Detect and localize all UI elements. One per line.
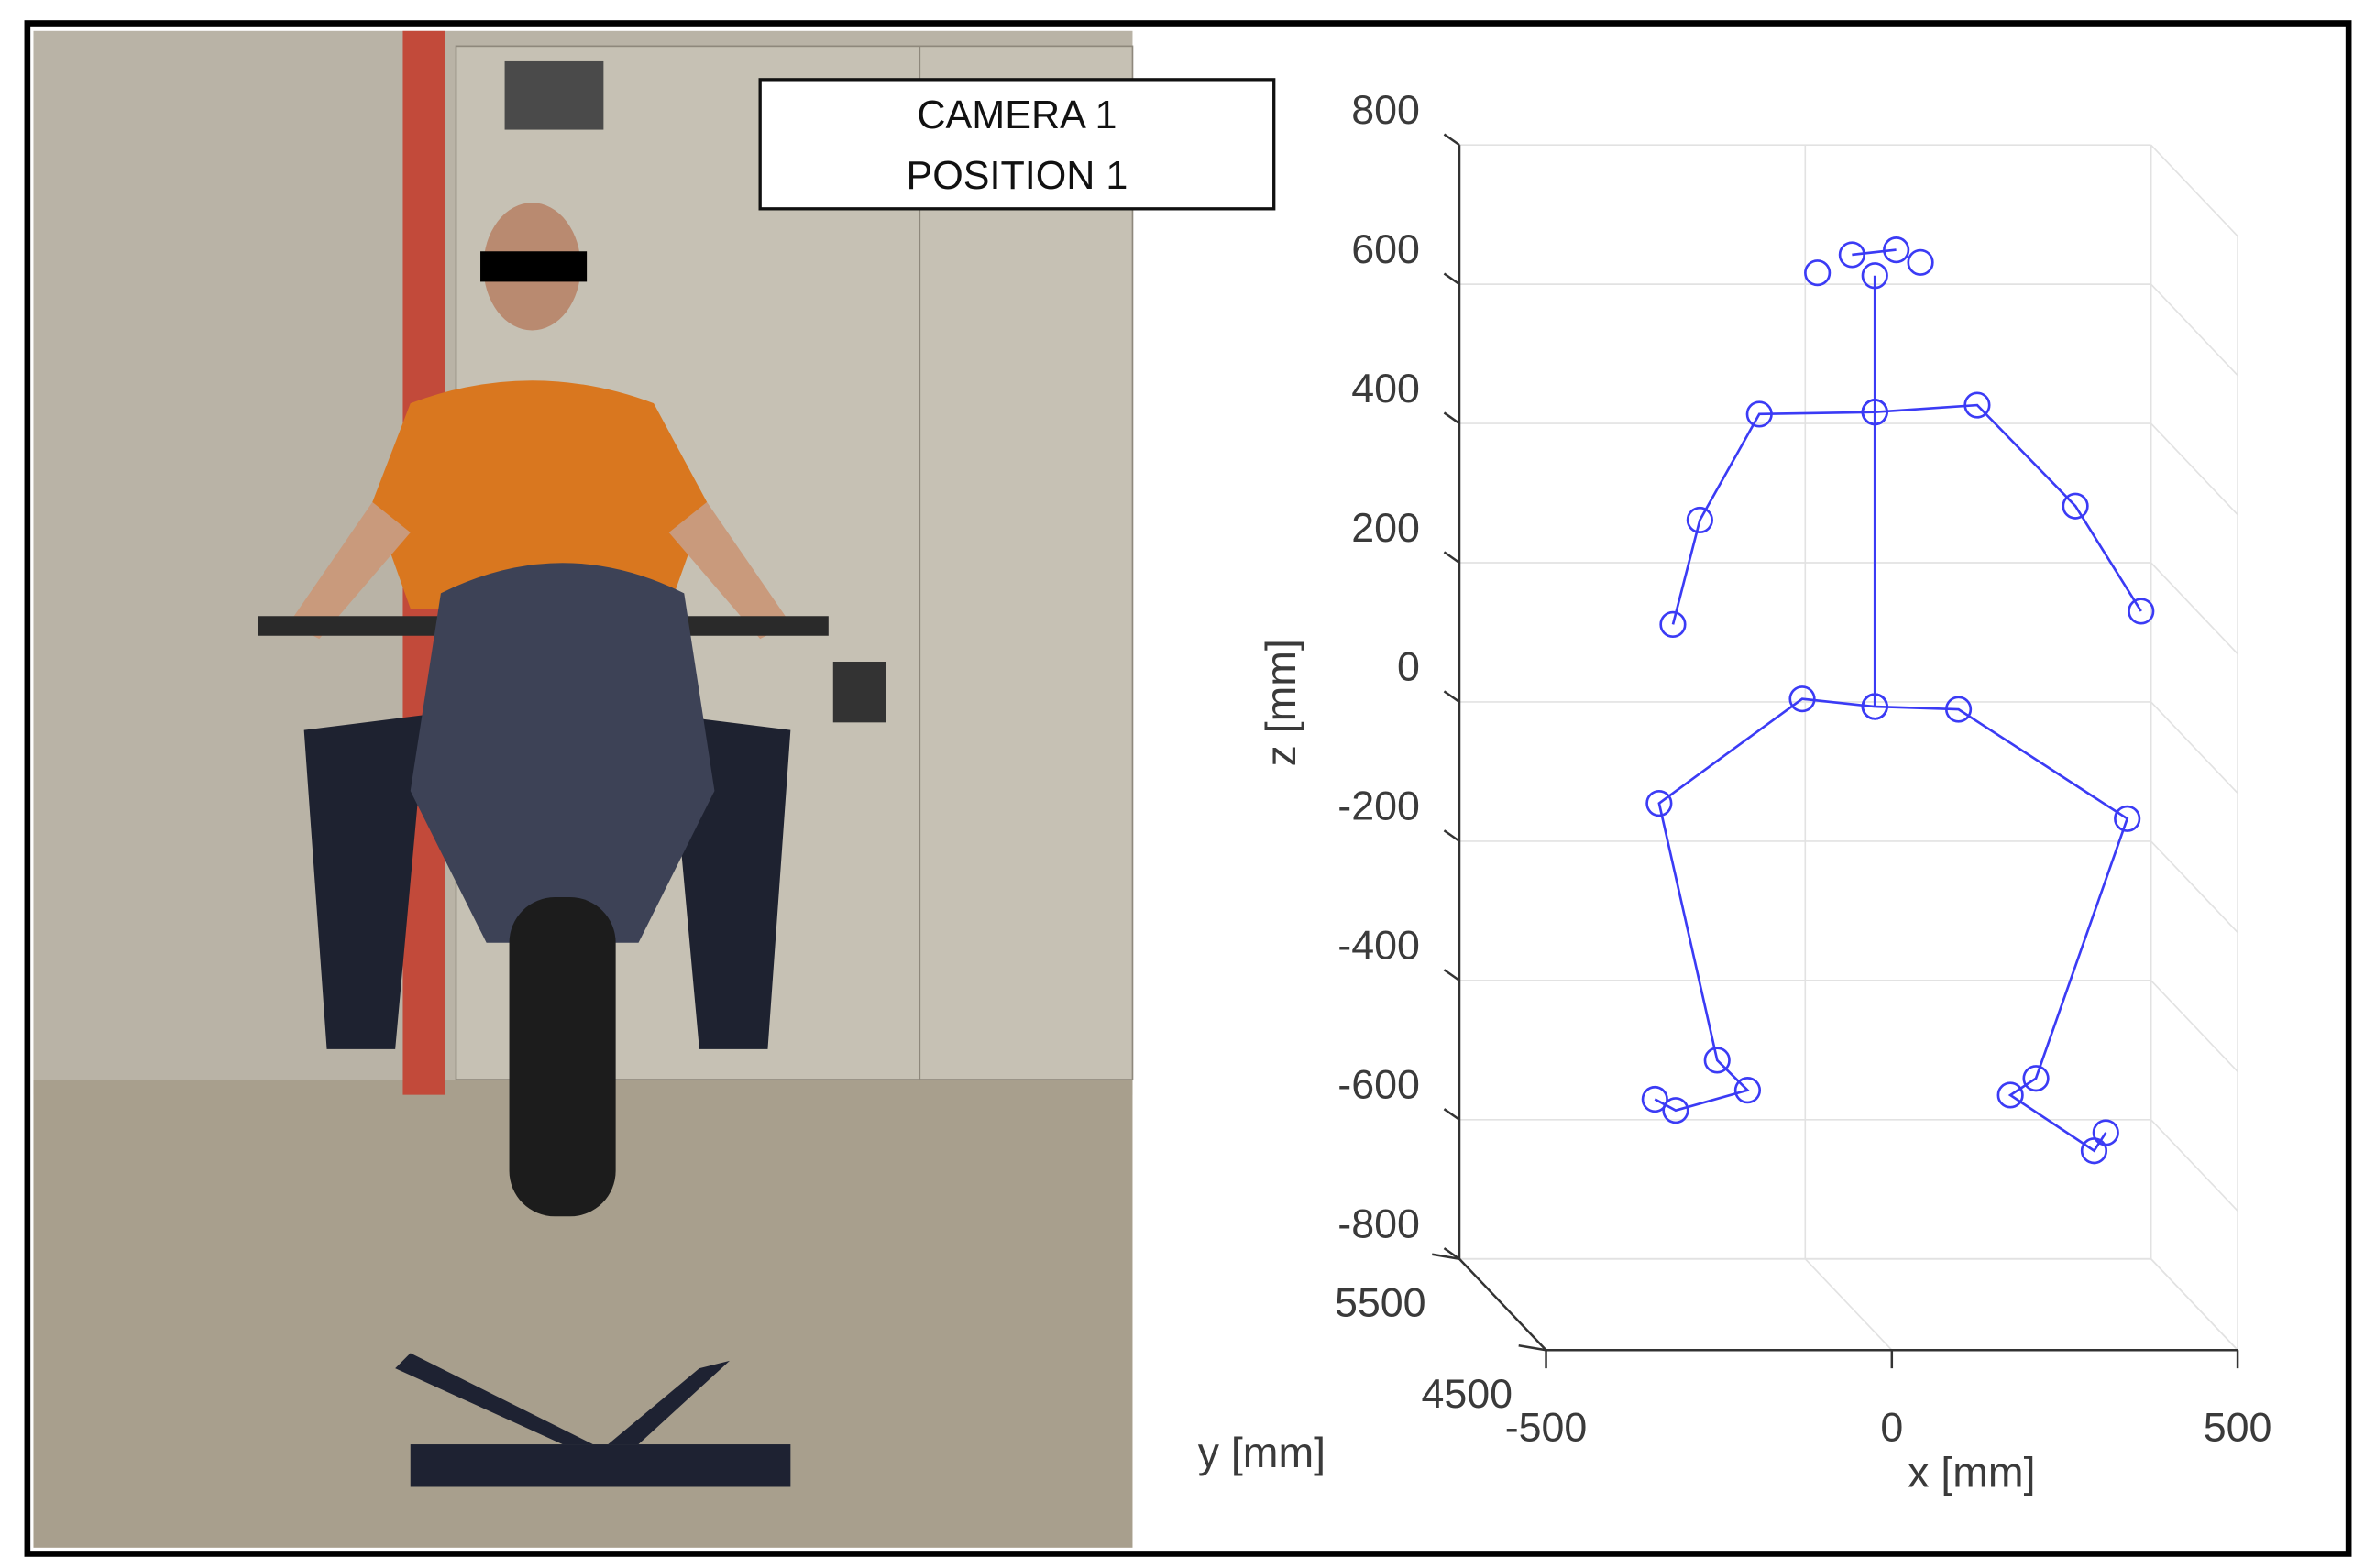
grid-line [2150, 422, 2238, 516]
joint [2092, 1119, 2119, 1146]
joint [1861, 262, 1888, 290]
z-axis-label: z [mm] [1257, 639, 1304, 766]
grid-line [2150, 562, 2238, 655]
x-tick-label: 0 [1880, 1405, 1903, 1451]
joint [2128, 598, 2155, 625]
z-tick [1443, 272, 1460, 286]
z-tick [1443, 690, 1460, 703]
grid-line [2150, 1119, 2238, 1212]
z-tick-label: -800 [1337, 1201, 1420, 1247]
z-tick [1443, 969, 1460, 981]
z-tick [1443, 829, 1460, 842]
y-tick-label: 5500 [1335, 1280, 1426, 1326]
grid-line [2150, 840, 2238, 933]
y-tick-label: 4500 [1421, 1371, 1512, 1417]
joint [1838, 241, 1865, 269]
handle [832, 662, 886, 723]
joint [1944, 696, 1973, 723]
eye-bar [480, 251, 588, 282]
y-axis [1458, 1257, 1547, 1352]
grid-line [2150, 144, 2238, 237]
wheel [509, 897, 616, 1217]
lamp [504, 60, 604, 130]
joint [2062, 492, 2089, 520]
x-tick-label: 500 [2204, 1405, 2272, 1451]
z-tick [1443, 1108, 1460, 1121]
joint [1907, 248, 1934, 276]
z-tick-label: 600 [1351, 226, 1420, 272]
joint [1686, 506, 1713, 534]
z-tick [1443, 551, 1460, 565]
z-tick-label: 200 [1351, 505, 1420, 551]
fairing [410, 563, 715, 943]
z-tick-label: -400 [1337, 923, 1420, 969]
grid-line [1804, 1258, 1893, 1351]
joint [1641, 1085, 1668, 1113]
z-tick-label: 0 [1397, 644, 1420, 690]
z-tick [1443, 411, 1460, 425]
limb [1654, 697, 1876, 1113]
joint [1733, 1077, 1762, 1104]
joint [1861, 399, 1888, 426]
x-tick-label: -500 [1505, 1405, 1588, 1451]
shirt [372, 380, 708, 609]
position-caption: POSITION 1 [906, 154, 1128, 198]
joint [1788, 685, 1816, 713]
limb [1671, 411, 1876, 625]
z-tick-label: -600 [1337, 1062, 1420, 1108]
joint [1996, 1081, 2024, 1109]
grid-line [2150, 701, 2238, 795]
z-tick-label: 800 [1351, 87, 1420, 133]
joint [2022, 1065, 2050, 1092]
joint [1883, 236, 1910, 264]
stand-legs [395, 1353, 731, 1445]
joint [1703, 1047, 1731, 1074]
joint [1804, 259, 1832, 287]
joint [1861, 693, 1888, 720]
z-tick-label: -200 [1337, 784, 1420, 829]
camera-box [758, 78, 1276, 211]
z-tick [1443, 1247, 1460, 1260]
frame [24, 20, 2352, 1557]
joint [1662, 1097, 1689, 1124]
camera-caption: CAMERA 1 [917, 93, 1116, 137]
joint [2114, 805, 2141, 832]
legs [303, 715, 791, 1049]
stand [410, 1444, 791, 1487]
z-tick-label: 400 [1351, 366, 1420, 411]
joint [1745, 400, 1773, 428]
grid-line [2150, 1258, 2238, 1351]
y-tick [1431, 1253, 1460, 1260]
grid-line [2150, 283, 2238, 377]
grid-line [2150, 980, 2238, 1072]
photo [33, 30, 1134, 1548]
y-axis-label: y [mm] [1198, 1429, 1326, 1476]
limb [1875, 705, 2129, 1153]
x-axis-label: x [mm] [1908, 1448, 2035, 1496]
joint [1659, 610, 1687, 638]
limb [1875, 403, 2142, 612]
z-tick [1443, 133, 1460, 147]
joint [1645, 790, 1673, 817]
joint [1964, 391, 1991, 419]
y-tick [1518, 1344, 1546, 1352]
